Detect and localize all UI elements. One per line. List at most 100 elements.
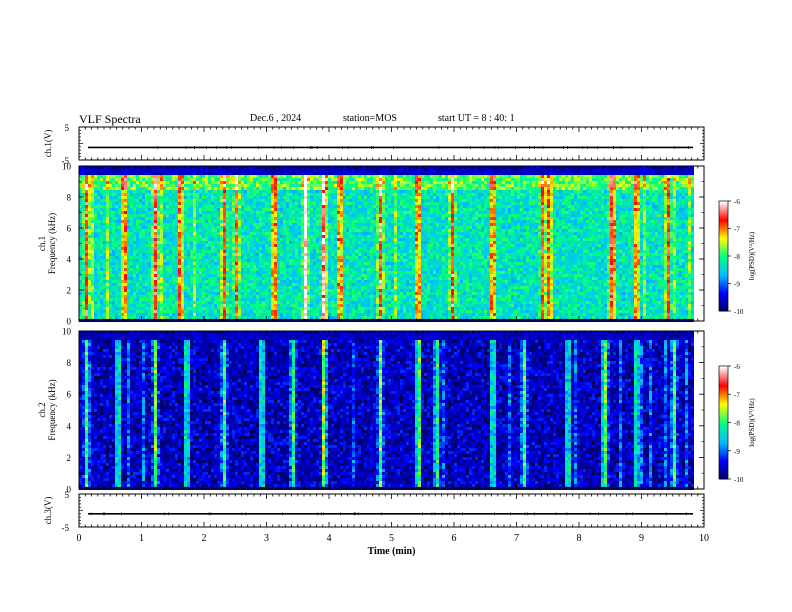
psd-cell (217, 313, 220, 316)
psd-cell (316, 316, 319, 319)
psd-cell (118, 184, 121, 187)
psd-cell (151, 265, 154, 268)
psd-cell (337, 289, 340, 292)
psd-cell (178, 280, 181, 283)
psd-cell (337, 301, 340, 304)
psd-cell (139, 310, 142, 313)
psd-cell (193, 304, 196, 307)
psd-cell (85, 211, 88, 214)
psd-cell (196, 268, 199, 271)
psd-cell (79, 316, 82, 319)
psd-cell (124, 292, 127, 295)
psd-cell (211, 223, 214, 226)
psd-cell (82, 274, 85, 277)
psd-cell (343, 310, 346, 313)
psd-cell (280, 247, 283, 250)
psd-cell (127, 301, 130, 304)
psd-cell (199, 274, 202, 277)
psd-cell (175, 181, 178, 184)
psd-cell (85, 226, 88, 229)
psd-cell (166, 238, 169, 241)
psd-cell (292, 226, 295, 229)
psd-cell (343, 199, 346, 202)
psd-cell (196, 178, 199, 181)
psd-cell (85, 238, 88, 241)
psd-cell (109, 220, 112, 223)
psd-cell (163, 208, 166, 211)
psd-cell (172, 202, 175, 205)
psd-cell (187, 166, 190, 169)
psd-cell (193, 256, 196, 259)
psd-cell (313, 298, 316, 301)
psd-cell (82, 235, 85, 238)
psd-cell (250, 220, 253, 223)
psd-cell (250, 235, 253, 238)
psd-cell (79, 208, 82, 211)
psd-cell (265, 310, 268, 313)
psd-cell (217, 169, 220, 172)
psd-cell (244, 313, 247, 316)
psd-cell (232, 304, 235, 307)
psd-cell (103, 205, 106, 208)
psd-cell (289, 241, 292, 244)
psd-cell (319, 166, 322, 169)
psd-cell (232, 169, 235, 172)
psd-cell (178, 205, 181, 208)
psd-cell (163, 229, 166, 232)
psd-cell (160, 304, 163, 307)
psd-cell (265, 271, 268, 274)
psd-cell (223, 235, 226, 238)
psd-cell (271, 220, 274, 223)
psd-cell (334, 211, 337, 214)
psd-cell (322, 292, 325, 295)
psd-cell (259, 175, 262, 178)
psd-cell (259, 199, 262, 202)
psd-cell (331, 301, 334, 304)
psd-cell (214, 277, 217, 280)
psd-cell (136, 199, 139, 202)
psd-cell (196, 271, 199, 274)
psd-cell (286, 280, 289, 283)
psd-cell (145, 274, 148, 277)
psd-cell (286, 244, 289, 247)
psd-cell (106, 283, 109, 286)
psd-cell (127, 211, 130, 214)
psd-cell (241, 289, 244, 292)
psd-cell (241, 241, 244, 244)
psd-cell (274, 232, 277, 235)
psd-cell (124, 175, 127, 178)
psd-cell (262, 166, 265, 169)
psd-cell (244, 304, 247, 307)
psd-cell (118, 316, 121, 319)
psd-cell (346, 223, 349, 226)
psd-cell (109, 244, 112, 247)
psd-cell (325, 202, 328, 205)
psd-cell (94, 184, 97, 187)
psd-cell (118, 244, 121, 247)
psd-cell (295, 187, 298, 190)
psd-cell (253, 169, 256, 172)
psd-cell (181, 301, 184, 304)
psd-cell (88, 187, 91, 190)
psd-cell (190, 199, 193, 202)
psd-cell (232, 226, 235, 229)
psd-cell (130, 262, 133, 265)
psd-cell (292, 202, 295, 205)
psd-cell (343, 316, 346, 319)
psd-cell (253, 193, 256, 196)
psd-cell (343, 286, 346, 289)
psd-cell (172, 304, 175, 307)
psd-cell (232, 178, 235, 181)
station-label: station=MOS (343, 113, 397, 124)
psd-cell (187, 199, 190, 202)
psd-cell (112, 214, 115, 217)
psd-cell (214, 310, 217, 313)
psd-cell (337, 172, 340, 175)
psd-cell (301, 211, 304, 214)
psd-cell (112, 274, 115, 277)
psd-cell (94, 205, 97, 208)
psd-cell (223, 268, 226, 271)
psd-cell (145, 316, 148, 319)
psd-cell (142, 181, 145, 184)
psd-cell (166, 298, 169, 301)
